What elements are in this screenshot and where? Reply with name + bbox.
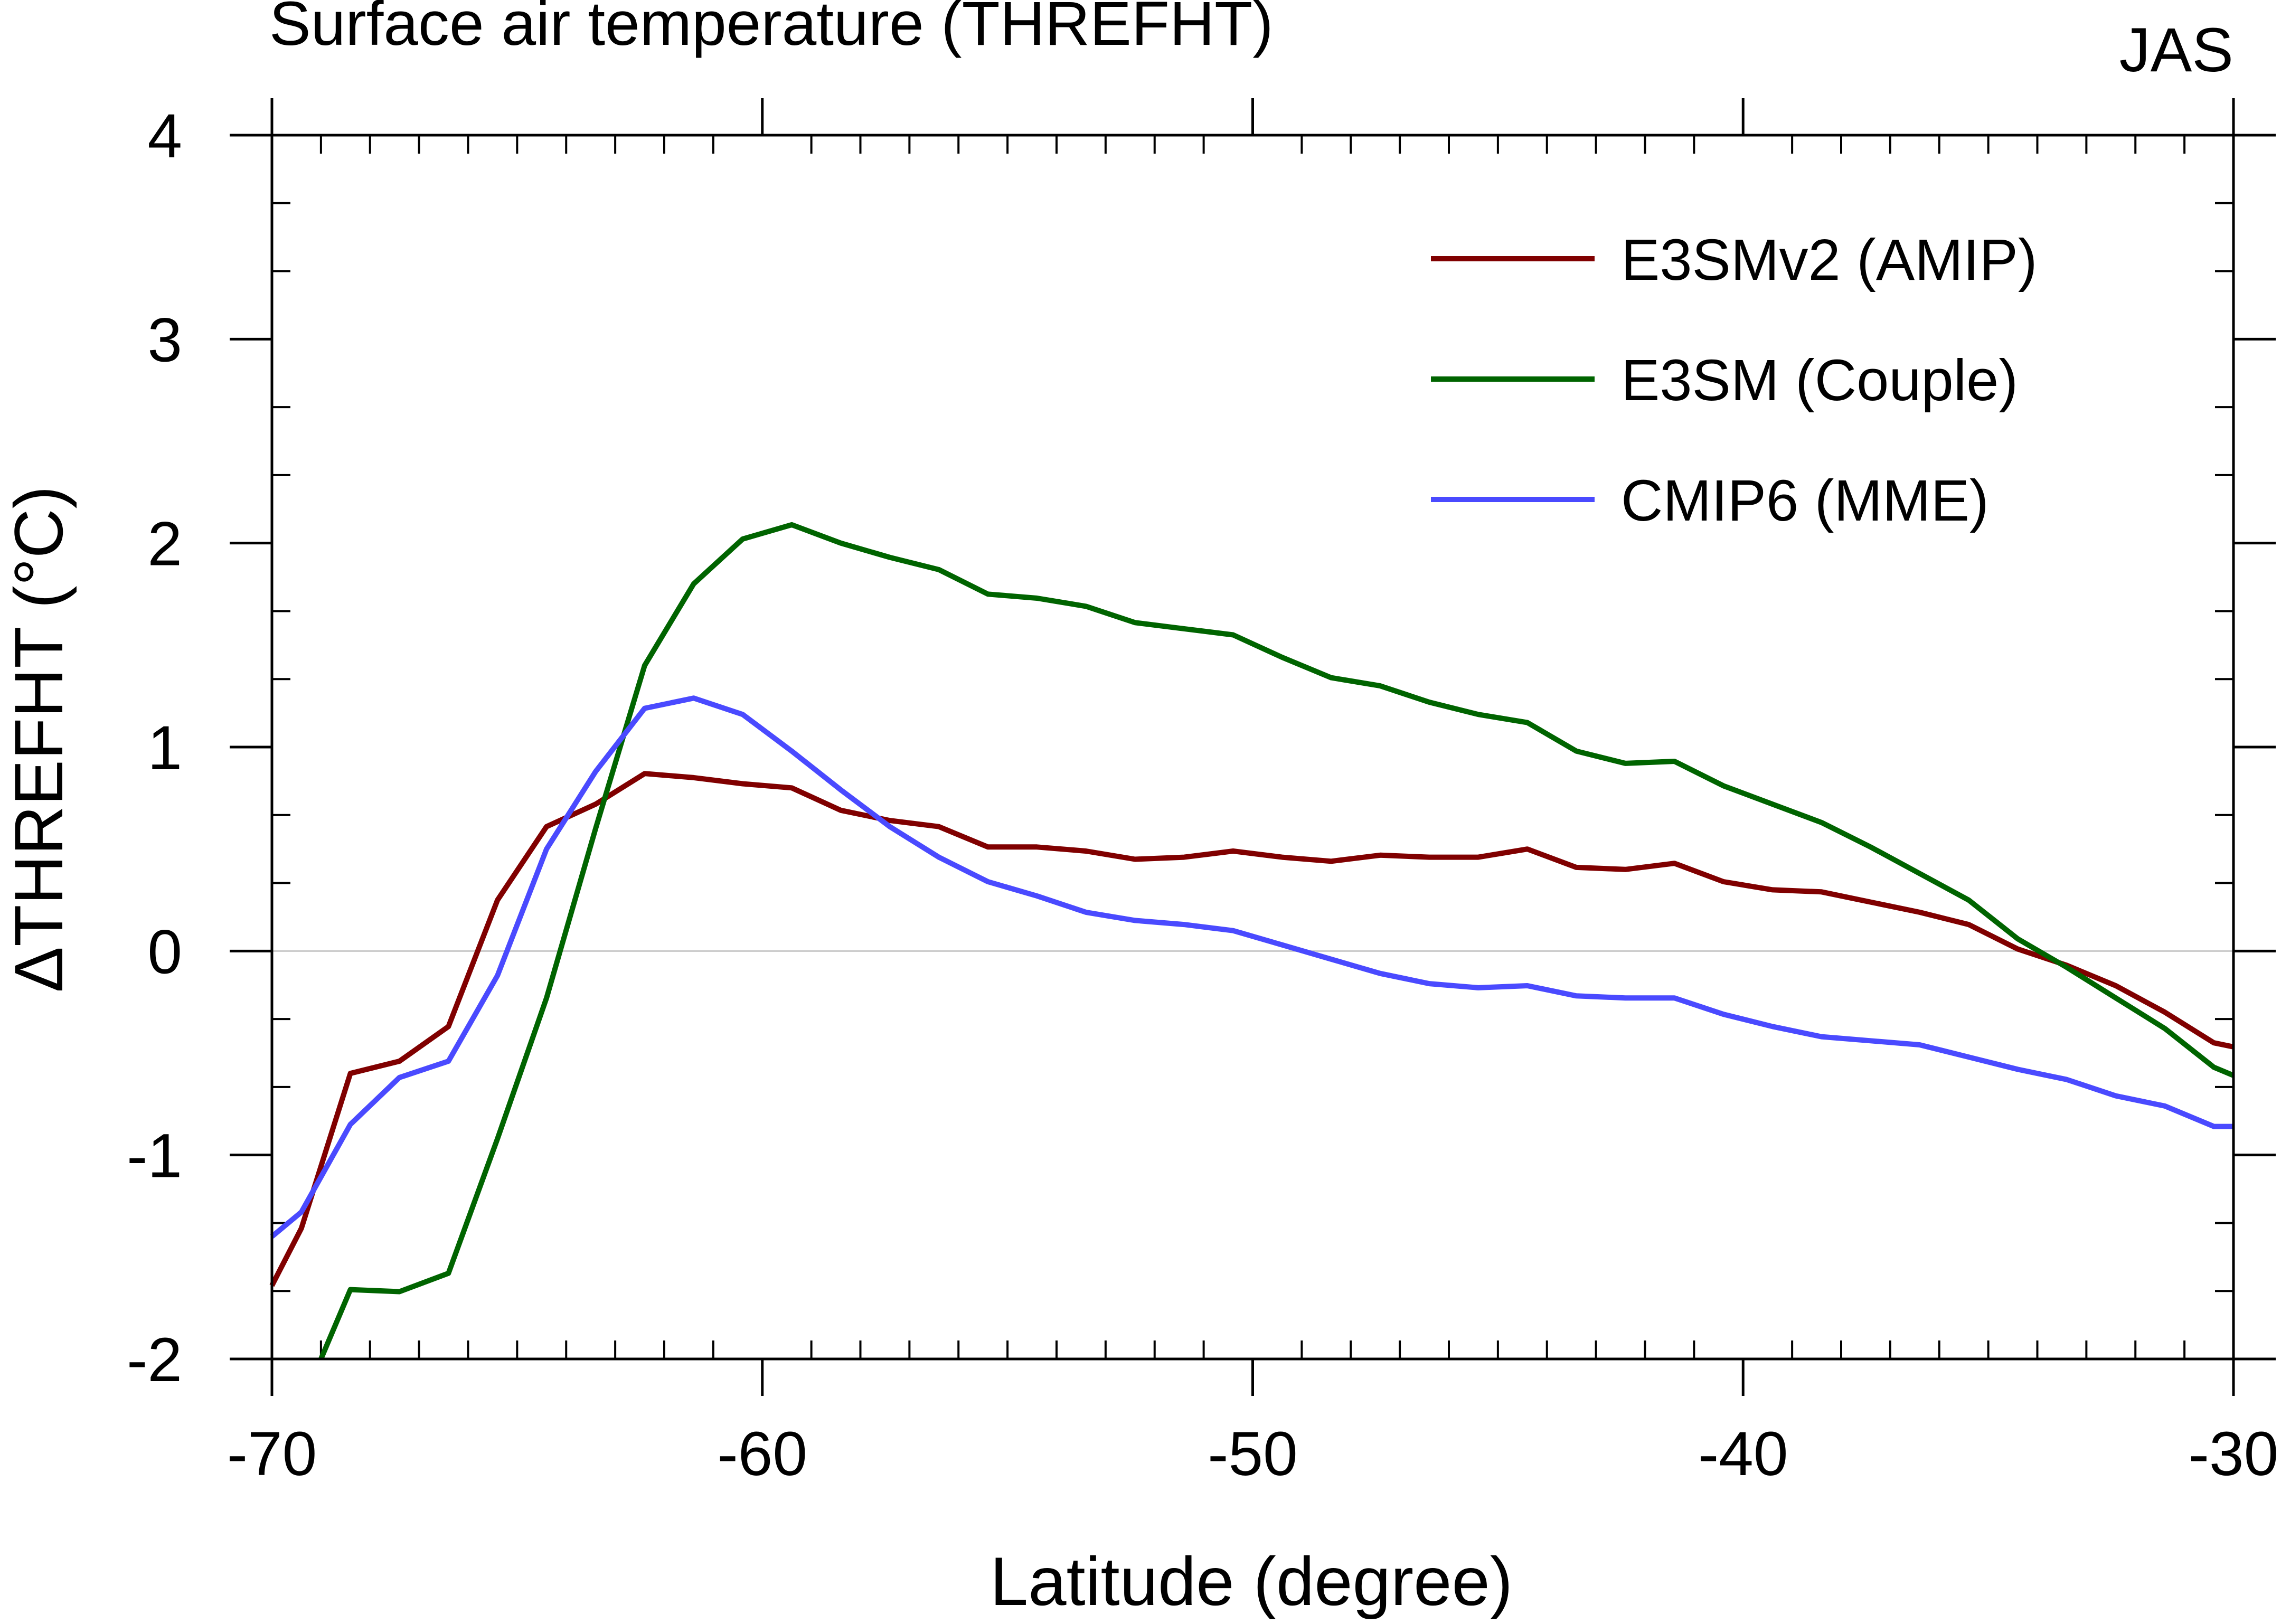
x-tick-label: -30 [2189,1419,2279,1489]
legend: E3SMv2 (AMIP) E3SM (Couple) CMIP6 (MME) [1431,228,2037,533]
season-label: JAS [2119,15,2233,85]
series-line-e3smv2-amip [269,771,2235,1287]
series-line-cmip6-mme [270,695,2233,1239]
y-tick-label: 3 [147,305,182,375]
legend-label-cmip6-mme: CMIP6 (MME) [1621,468,1989,533]
x-tick-label: -50 [1208,1419,1298,1489]
legend-label-e3sm-couple: E3SM (Couple) [1621,348,2018,413]
chart-title: Surface air temperature (THREFHT) [269,0,1274,59]
y-tick-label: 1 [147,713,182,783]
x-tick-label: -60 [717,1419,807,1489]
x-axis-label: Latitude (degree) [990,1543,1513,1620]
y-tick-label: -1 [127,1121,182,1191]
legend-label-e3smv2-amip: E3SMv2 (AMIP) [1621,228,2037,292]
x-tick-label: -40 [1698,1419,1788,1489]
y-tick-label: 0 [147,917,182,987]
y-tick-label: -2 [127,1325,182,1395]
y-tick-label: 2 [147,509,182,579]
y-axis-label: ΔTHREFHT (°C) [0,486,77,993]
y-tick-label: 4 [147,101,182,171]
plot-frame [270,134,2235,1361]
series-line-e3sm-couple [318,522,2235,1360]
x-tick-label: -70 [227,1419,317,1489]
